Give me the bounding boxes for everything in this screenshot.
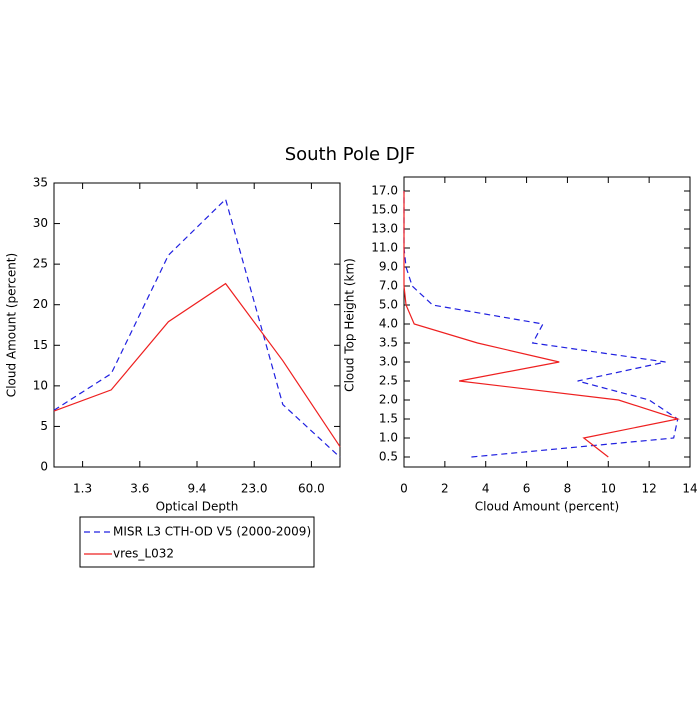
x-tick-label: 3.6 <box>130 482 149 496</box>
x-tick-label: 6 <box>523 482 531 496</box>
y-tick-label: 11.0 <box>371 241 398 255</box>
y-tick-label: 20 <box>33 297 48 311</box>
data-line <box>403 191 681 458</box>
y-tick-label: 10 <box>33 378 48 392</box>
x-tick-label: 4 <box>482 482 490 496</box>
y-tick-label: 2.0 <box>379 393 398 407</box>
y-tick-label: 5.0 <box>379 298 398 312</box>
x-tick-label: 10 <box>601 482 616 496</box>
y-tick-label: 5 <box>40 419 48 433</box>
x-tick-label: 2 <box>441 482 449 496</box>
data-line <box>403 191 679 458</box>
legend-label: MISR L3 CTH-OD V5 (2000-2009) <box>113 525 311 539</box>
plot-frame <box>403 176 691 468</box>
y-tick-label: 0.5 <box>379 450 398 464</box>
y-tick-label: 3.0 <box>379 355 398 369</box>
y-tick-label: 25 <box>33 257 48 271</box>
legend-box <box>79 516 315 568</box>
legend-label: vres_L032 <box>113 547 174 561</box>
data-line <box>53 198 341 458</box>
x-tick-label: 0 <box>400 482 408 496</box>
data-line <box>53 282 341 448</box>
x-tick-label: 12 <box>642 482 657 496</box>
x-axis-label: Cloud Amount (percent) <box>475 500 619 514</box>
y-axis-label: Cloud Amount (percent) <box>5 253 19 397</box>
y-tick-label: 15 <box>33 338 48 352</box>
figure-title: South Pole DJF <box>285 144 416 165</box>
y-tick-label: 15.0 <box>371 203 398 217</box>
y-tick-label: 7.0 <box>379 279 398 293</box>
y-tick-label: 1.0 <box>379 431 398 445</box>
y-tick-label: 13.0 <box>371 222 398 236</box>
y-axis-label: Cloud Top Height (km) <box>343 258 357 392</box>
x-axis-label: Optical Depth <box>156 500 239 514</box>
y-tick-label: 35 <box>33 176 48 190</box>
x-tick-label: 60.0 <box>298 482 325 496</box>
x-tick-label: 23.0 <box>241 482 268 496</box>
y-tick-label: 1.5 <box>379 412 398 426</box>
y-tick-label: 9.0 <box>379 260 398 274</box>
y-tick-label: 2.5 <box>379 374 398 388</box>
y-tick-label: 30 <box>33 216 48 230</box>
x-tick-label: 9.4 <box>187 482 206 496</box>
y-tick-label: 0 <box>40 460 48 474</box>
x-tick-label: 1.3 <box>73 482 92 496</box>
y-tick-label: 4.0 <box>379 317 398 331</box>
y-tick-label: 17.0 <box>371 184 398 198</box>
x-tick-label: 8 <box>564 482 572 496</box>
x-tick-label: 14 <box>682 482 697 496</box>
y-tick-label: 3.5 <box>379 336 398 350</box>
